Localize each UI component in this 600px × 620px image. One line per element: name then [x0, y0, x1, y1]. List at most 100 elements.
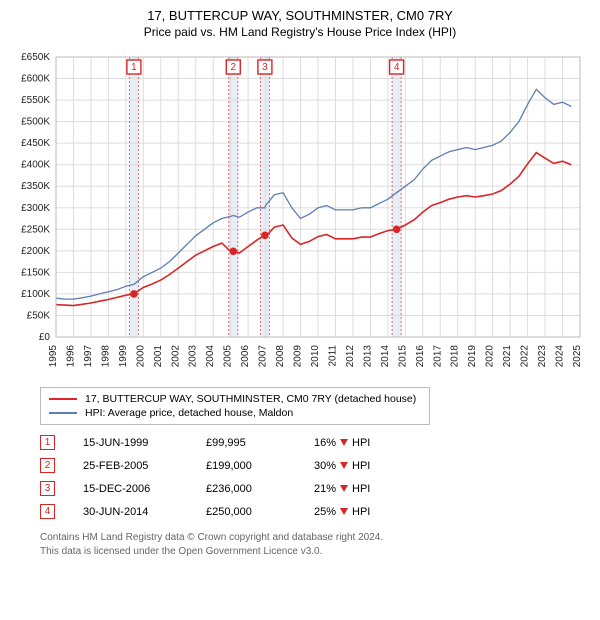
- event-price: £236,000: [206, 483, 286, 495]
- titles: 17, BUTTERCUP WAY, SOUTHMINSTER, CM0 7RY…: [10, 8, 590, 39]
- event-delta-pct: 16%: [314, 437, 336, 449]
- x-tick-label: 2018: [450, 345, 461, 368]
- attribution-line: Contains HM Land Registry data © Crown c…: [40, 531, 590, 545]
- title: 17, BUTTERCUP WAY, SOUTHMINSTER, CM0 7RY: [10, 8, 590, 23]
- event-delta-pct: 30%: [314, 460, 336, 472]
- event-number-box: 1: [40, 435, 55, 450]
- x-tick-label: 2007: [258, 345, 269, 368]
- event-delta-suffix: HPI: [352, 506, 370, 518]
- event-row: 2 25-FEB-2005 £199,000 30% HPI: [40, 454, 590, 477]
- y-tick-label: £350K: [21, 181, 50, 192]
- series-marker: [229, 247, 237, 255]
- down-arrow-icon: [340, 485, 348, 492]
- x-tick-label: 2025: [572, 345, 583, 368]
- series-marker: [261, 232, 269, 240]
- event-number-box: 3: [40, 481, 55, 496]
- x-tick-label: 2008: [275, 345, 286, 368]
- x-tick-label: 2002: [170, 345, 181, 368]
- x-tick-label: 2011: [327, 345, 338, 367]
- legend-swatch: [49, 398, 77, 400]
- x-tick-label: 2015: [397, 345, 408, 368]
- y-tick-label: £550K: [21, 95, 50, 106]
- event-delta: 21% HPI: [314, 483, 370, 495]
- x-tick-label: 2000: [135, 345, 146, 368]
- event-price: £199,000: [206, 460, 286, 472]
- event-band: [229, 57, 238, 337]
- chart-container: 17, BUTTERCUP WAY, SOUTHMINSTER, CM0 7RY…: [0, 0, 600, 568]
- x-tick-label: 1997: [83, 345, 94, 368]
- legend-row: 17, BUTTERCUP WAY, SOUTHMINSTER, CM0 7RY…: [49, 392, 421, 406]
- legend-row: HPI: Average price, detached house, Mald…: [49, 406, 421, 420]
- attribution-line: This data is licensed under the Open Gov…: [40, 545, 590, 559]
- series-marker: [393, 226, 401, 234]
- x-tick-label: 2013: [362, 345, 373, 368]
- y-tick-label: £50K: [27, 310, 51, 321]
- x-tick-label: 2021: [502, 345, 513, 368]
- x-tick-label: 1996: [65, 345, 76, 368]
- attribution: Contains HM Land Registry data © Crown c…: [40, 531, 590, 558]
- event-number: 4: [394, 62, 400, 73]
- legend-swatch: [49, 412, 77, 414]
- event-number: 1: [131, 62, 137, 73]
- x-tick-label: 1999: [118, 345, 129, 368]
- event-delta: 30% HPI: [314, 460, 370, 472]
- down-arrow-icon: [340, 439, 348, 446]
- chart: £0 £50K £100K £150K £200K £250K £300K £350K £400…: [10, 47, 590, 377]
- subtitle: Price paid vs. HM Land Registry's House …: [10, 25, 590, 39]
- event-delta-suffix: HPI: [352, 437, 370, 449]
- y-tick-label: £0: [39, 332, 51, 343]
- x-tick-label: 2001: [153, 345, 164, 368]
- event-row: 4 30-JUN-2014 £250,000 25% HPI: [40, 500, 590, 523]
- legend-label: HPI: Average price, detached house, Mald…: [85, 407, 293, 419]
- x-tick-label: 2022: [520, 345, 531, 368]
- y-tick-label: £500K: [21, 117, 50, 128]
- event-row: 3 15-DEC-2006 £236,000 21% HPI: [40, 477, 590, 500]
- event-delta-suffix: HPI: [352, 460, 370, 472]
- x-tick-label: 2024: [555, 345, 566, 368]
- x-tick-label: 1998: [100, 345, 111, 368]
- event-delta-suffix: HPI: [352, 483, 370, 495]
- x-tick-label: 2010: [310, 345, 321, 368]
- event-date: 15-DEC-2006: [83, 483, 178, 495]
- legend: 17, BUTTERCUP WAY, SOUTHMINSTER, CM0 7RY…: [40, 387, 430, 425]
- y-tick-label: £100K: [21, 289, 50, 300]
- event-delta: 25% HPI: [314, 506, 370, 518]
- x-tick-label: 2020: [485, 345, 496, 368]
- x-tick-label: 2019: [467, 345, 478, 368]
- y-tick-label: £300K: [21, 203, 50, 214]
- x-tick-label: 2023: [537, 345, 548, 368]
- x-tick-label: 2005: [223, 345, 234, 368]
- events-table: 115-JUN-1999£99,99516%HPI225-FEB-2005£19…: [40, 431, 590, 523]
- event-price: £99,995: [206, 437, 286, 449]
- x-tick-label: 2017: [432, 345, 443, 368]
- x-tick-label: 2012: [345, 345, 356, 368]
- event-delta-pct: 21%: [314, 483, 336, 495]
- event-number-box: 4: [40, 504, 55, 519]
- event-date: 30-JUN-2014: [83, 506, 178, 518]
- event-band: [392, 57, 401, 337]
- x-tick-label: 2014: [380, 345, 391, 368]
- y-tick-label: £250K: [21, 224, 50, 235]
- x-tick-label: 2009: [293, 345, 304, 368]
- legend-label: 17, BUTTERCUP WAY, SOUTHMINSTER, CM0 7RY…: [85, 393, 416, 405]
- y-tick-label: £400K: [21, 160, 50, 171]
- down-arrow-icon: [340, 462, 348, 469]
- series-marker: [130, 290, 138, 298]
- x-tick-label: 2006: [240, 345, 251, 368]
- event-delta: 16% HPI: [314, 437, 370, 449]
- event-delta-pct: 25%: [314, 506, 336, 518]
- y-tick-label: £450K: [21, 138, 50, 149]
- y-tick-label: £150K: [21, 267, 50, 278]
- event-date: 25-FEB-2005: [83, 460, 178, 472]
- event-number: 2: [231, 62, 237, 73]
- event-number-box: 2: [40, 458, 55, 473]
- x-tick-label: 2016: [415, 345, 426, 368]
- x-tick-label: 2003: [188, 345, 199, 368]
- y-tick-label: £200K: [21, 246, 50, 257]
- down-arrow-icon: [340, 508, 348, 515]
- y-tick-label: £600K: [21, 74, 50, 85]
- event-price: £250,000: [206, 506, 286, 518]
- x-tick-label: 1995: [48, 345, 59, 368]
- event-number: 3: [262, 62, 268, 73]
- chart-svg: £0 £50K £100K £150K £200K £250K £300K £350K £400…: [10, 47, 590, 377]
